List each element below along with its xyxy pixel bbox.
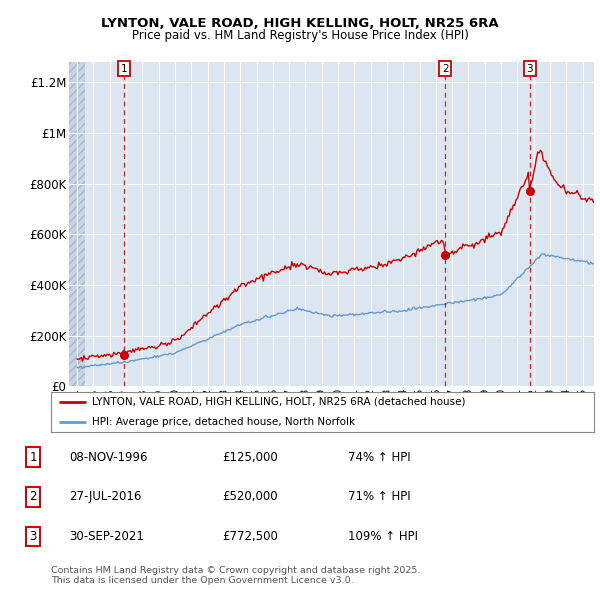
Text: 2: 2: [29, 490, 37, 503]
Text: LYNTON, VALE ROAD, HIGH KELLING, HOLT, NR25 6RA: LYNTON, VALE ROAD, HIGH KELLING, HOLT, N…: [101, 17, 499, 30]
Text: 74% ↑ HPI: 74% ↑ HPI: [348, 451, 410, 464]
Text: £772,500: £772,500: [222, 530, 278, 543]
Text: 3: 3: [526, 64, 533, 74]
Text: 1: 1: [121, 64, 127, 74]
Text: £125,000: £125,000: [222, 451, 278, 464]
Text: 2: 2: [442, 64, 449, 74]
Text: 27-JUL-2016: 27-JUL-2016: [69, 490, 142, 503]
Text: Contains HM Land Registry data © Crown copyright and database right 2025.
This d: Contains HM Land Registry data © Crown c…: [51, 566, 421, 585]
Text: £520,000: £520,000: [222, 490, 278, 503]
Text: LYNTON, VALE ROAD, HIGH KELLING, HOLT, NR25 6RA (detached house): LYNTON, VALE ROAD, HIGH KELLING, HOLT, N…: [92, 397, 465, 407]
Text: 109% ↑ HPI: 109% ↑ HPI: [348, 530, 418, 543]
Text: 30-SEP-2021: 30-SEP-2021: [69, 530, 144, 543]
Text: HPI: Average price, detached house, North Norfolk: HPI: Average price, detached house, Nort…: [92, 417, 355, 427]
Text: 1: 1: [29, 451, 37, 464]
Bar: [69, 62, 85, 386]
Text: 71% ↑ HPI: 71% ↑ HPI: [348, 490, 410, 503]
Text: 08-NOV-1996: 08-NOV-1996: [69, 451, 148, 464]
Text: Price paid vs. HM Land Registry's House Price Index (HPI): Price paid vs. HM Land Registry's House …: [131, 29, 469, 42]
Text: 3: 3: [29, 530, 37, 543]
